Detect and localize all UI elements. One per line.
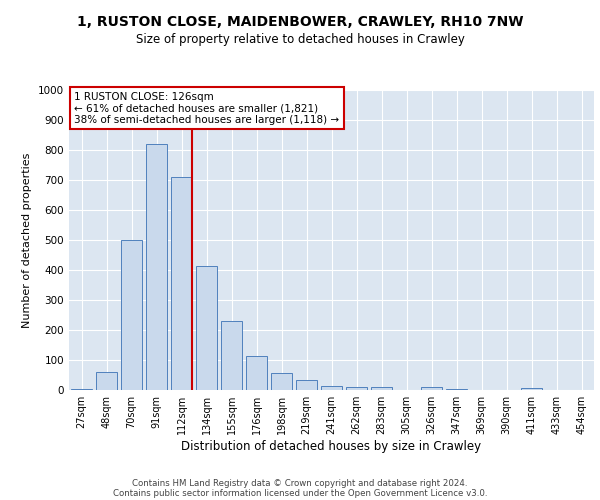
Y-axis label: Number of detached properties: Number of detached properties [22, 152, 32, 328]
Bar [146, 144, 167, 390]
Text: 1, RUSTON CLOSE, MAIDENBOWER, CRAWLEY, RH10 7NW: 1, RUSTON CLOSE, MAIDENBOWER, CRAWLEY, R… [77, 15, 523, 29]
Bar [96, 372, 117, 390]
Text: Contains public sector information licensed under the Open Government Licence v3: Contains public sector information licen… [113, 488, 487, 498]
Bar [421, 387, 442, 390]
Bar [246, 356, 267, 390]
Bar [321, 386, 342, 390]
Bar [71, 388, 92, 390]
Bar [446, 388, 467, 390]
Bar [521, 388, 542, 390]
Bar [346, 387, 367, 390]
Bar [121, 240, 142, 390]
Bar [271, 373, 292, 390]
Bar [371, 387, 392, 390]
X-axis label: Distribution of detached houses by size in Crawley: Distribution of detached houses by size … [181, 440, 482, 453]
Bar [196, 266, 217, 390]
Text: Size of property relative to detached houses in Crawley: Size of property relative to detached ho… [136, 32, 464, 46]
Bar [171, 177, 192, 390]
Text: 1 RUSTON CLOSE: 126sqm
← 61% of detached houses are smaller (1,821)
38% of semi-: 1 RUSTON CLOSE: 126sqm ← 61% of detached… [74, 92, 340, 124]
Bar [296, 380, 317, 390]
Bar [221, 321, 242, 390]
Text: Contains HM Land Registry data © Crown copyright and database right 2024.: Contains HM Land Registry data © Crown c… [132, 478, 468, 488]
